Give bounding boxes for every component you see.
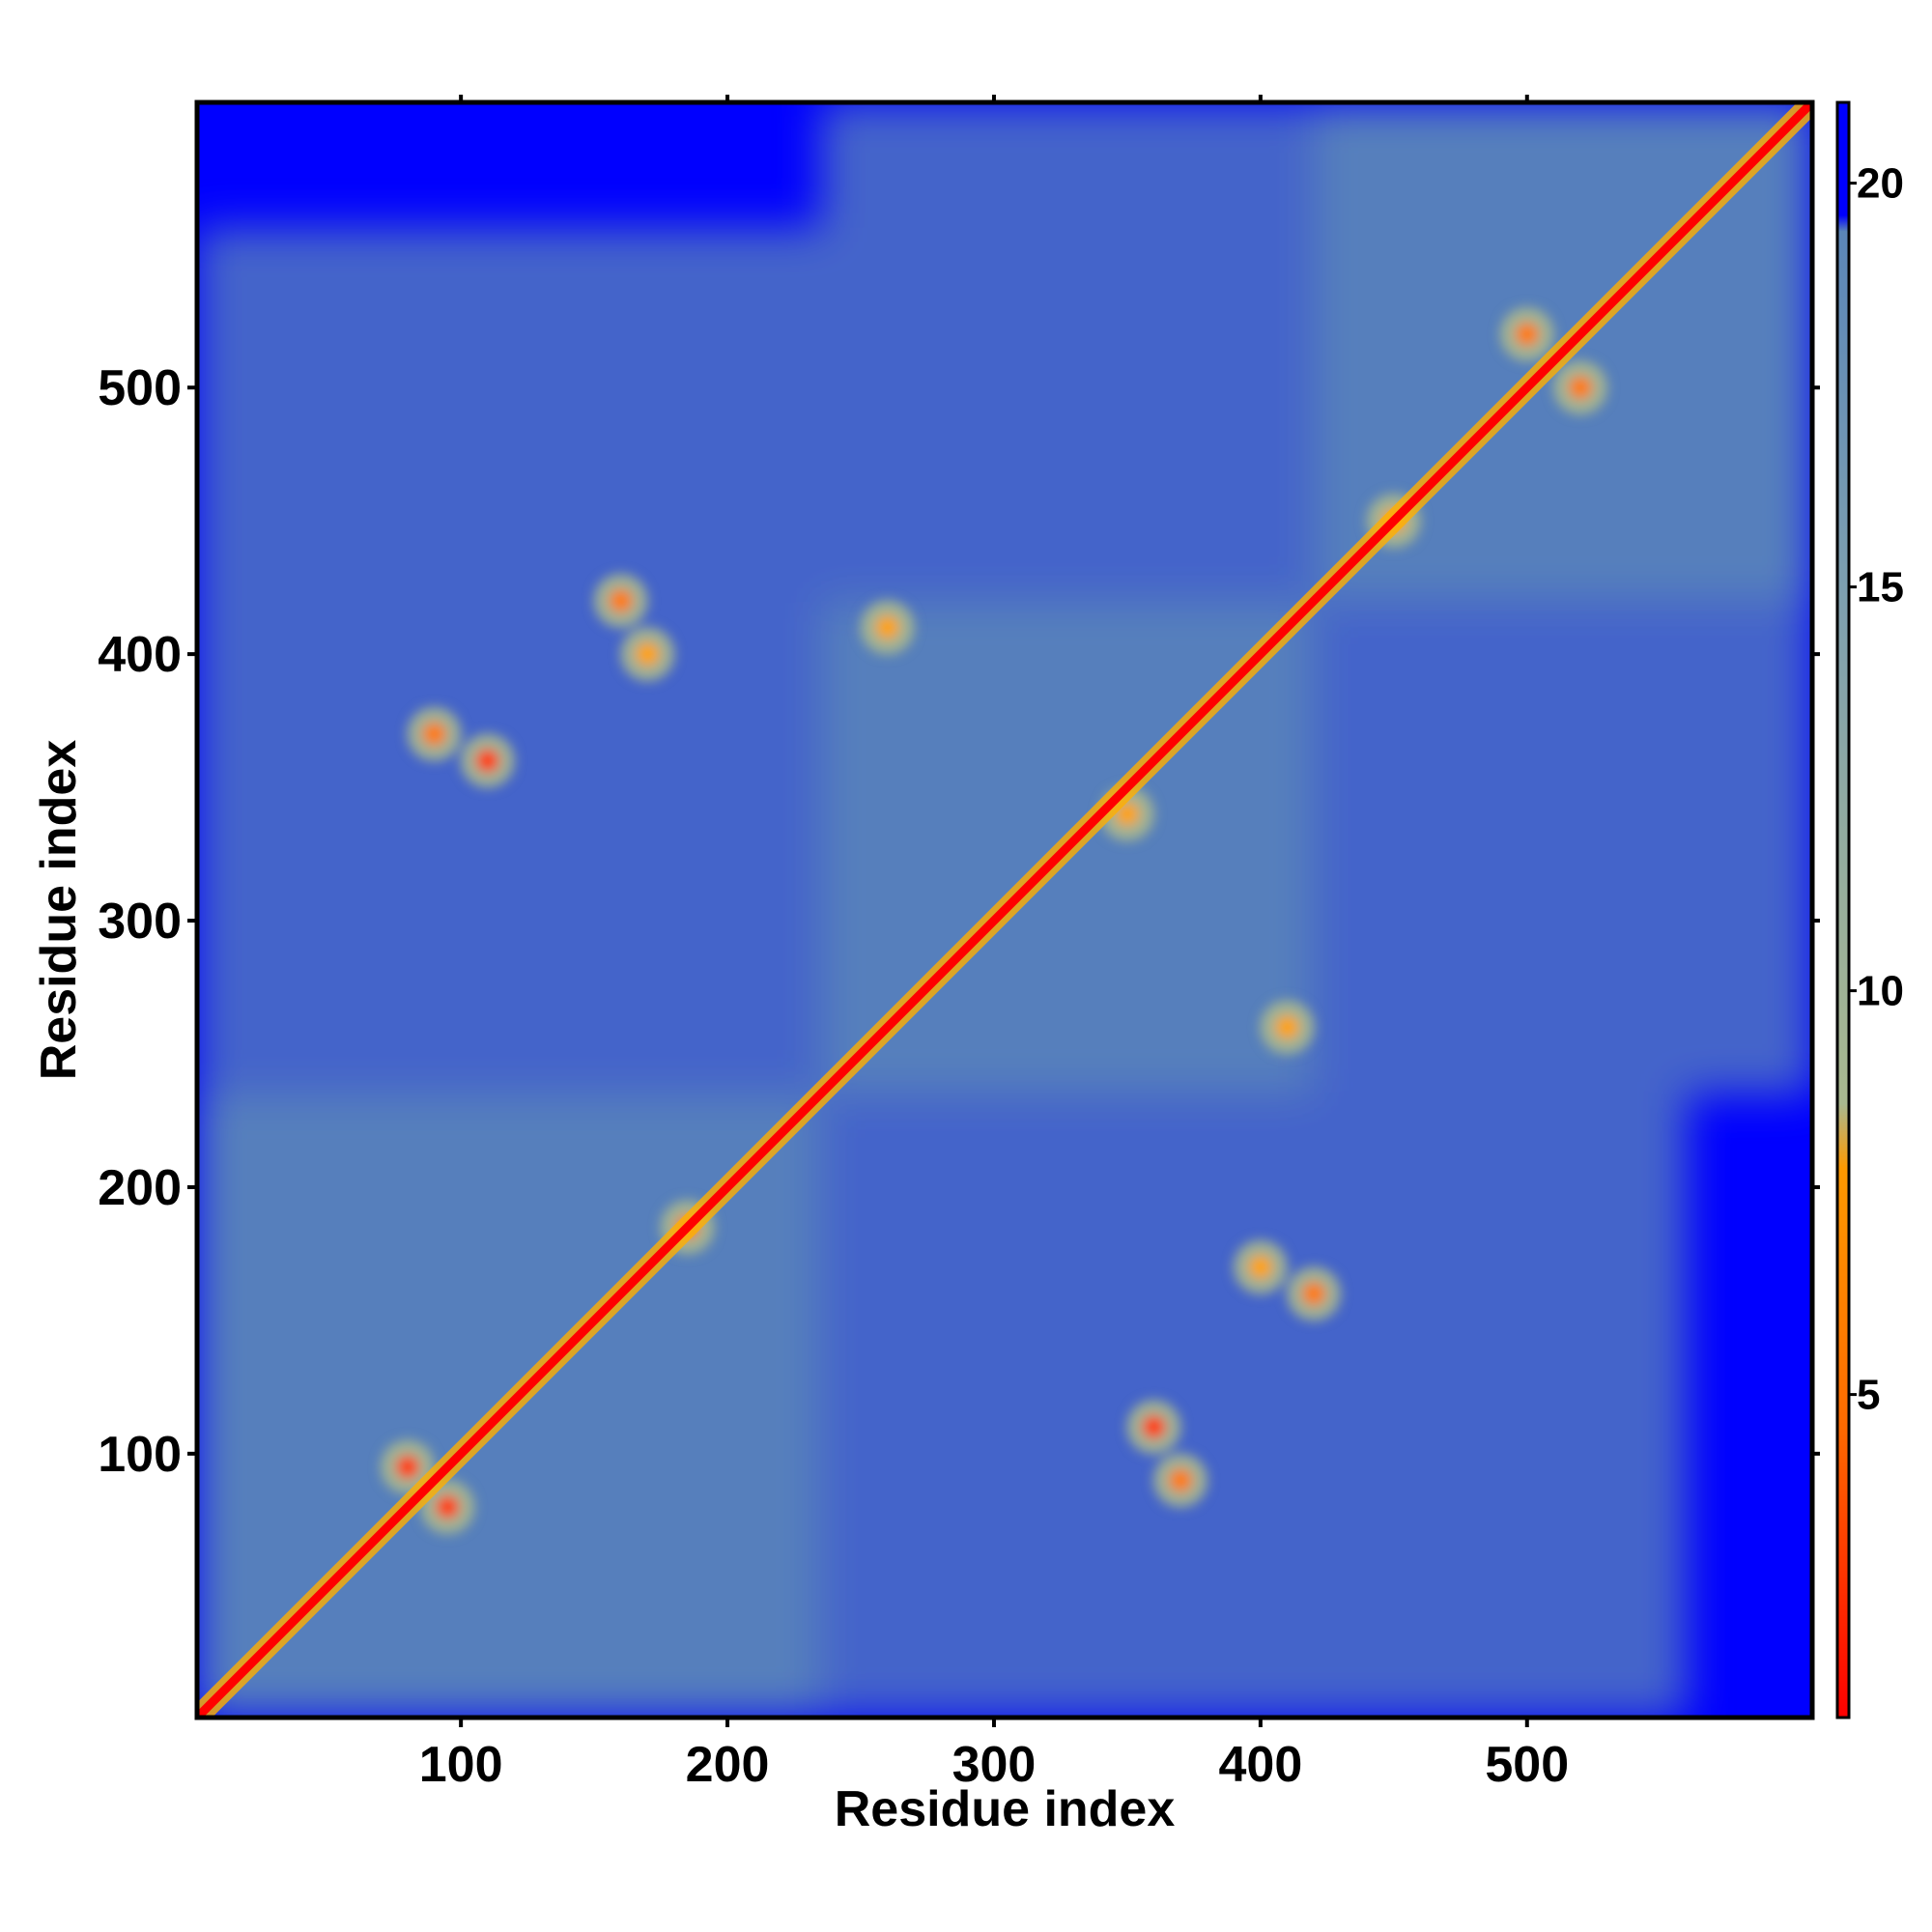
heatmap-contact-point bbox=[609, 588, 633, 612]
x-axis: 100 200 300 400 500 bbox=[419, 95, 1569, 1793]
heatmap-contact-point bbox=[1275, 1015, 1299, 1039]
heatmap-contact-point bbox=[422, 722, 446, 746]
x-tick-label: 400 bbox=[1218, 1737, 1302, 1793]
y-tick-label: 100 bbox=[98, 1427, 182, 1483]
heatmap-contact-point bbox=[1169, 1468, 1193, 1492]
colorbar-tick-label: 10 bbox=[1857, 968, 1904, 1015]
plot-area bbox=[194, 99, 1815, 1720]
y-axis: 100 200 300 400 500 bbox=[98, 360, 1820, 1483]
y-tick-label: 400 bbox=[98, 627, 182, 683]
heatmap-interdomain-region bbox=[1314, 1094, 1688, 1718]
y-tick-label: 500 bbox=[98, 360, 182, 416]
heatmap-contact-point bbox=[395, 1455, 419, 1479]
colorbar-tick-label: 20 bbox=[1857, 160, 1904, 208]
heatmap-contact-point bbox=[1142, 1415, 1166, 1439]
heatmap-contact-point bbox=[1248, 1255, 1272, 1279]
x-tick-label: 300 bbox=[952, 1737, 1037, 1793]
heatmap-contact-point bbox=[1568, 376, 1592, 400]
heatmap-interdomain-region bbox=[1314, 600, 1812, 1094]
y-axis-label: Residue index bbox=[31, 740, 87, 1081]
heatmap-interdomain-region bbox=[197, 227, 821, 601]
y-tick-label: 300 bbox=[98, 894, 182, 950]
heatmap-interdomain-region bbox=[820, 102, 1315, 601]
x-axis-label: Residue index bbox=[835, 1781, 1176, 1837]
heatmap-contact-point bbox=[1115, 802, 1139, 826]
colorbar-tick-label: 15 bbox=[1857, 564, 1904, 611]
heatmap-contact-point bbox=[875, 615, 899, 639]
x-tick-label: 200 bbox=[686, 1737, 770, 1793]
colorbar-tick-label: 5 bbox=[1857, 1372, 1880, 1419]
heatmap-contact-point bbox=[636, 642, 660, 667]
plot-frame bbox=[194, 99, 1815, 1720]
x-tick-label: 500 bbox=[1485, 1737, 1569, 1793]
x-tick-label: 100 bbox=[419, 1737, 503, 1793]
heatmap-contact-point bbox=[1515, 323, 1539, 347]
heatmap-contact-point bbox=[1302, 1282, 1326, 1306]
heatmap-contact-point bbox=[475, 749, 499, 773]
colorbar-gradient bbox=[1835, 100, 1851, 1719]
heatmap-interdomain-region bbox=[197, 600, 821, 1094]
colorbar: 5 10 15 20 bbox=[1835, 100, 1904, 1719]
heatmap-cells bbox=[197, 102, 1812, 1718]
y-tick-label: 200 bbox=[98, 1160, 182, 1216]
heatmap-interdomain-region bbox=[820, 1094, 1315, 1718]
heatmap-contact-point bbox=[436, 1495, 460, 1520]
heatmap-diagonal bbox=[197, 102, 1812, 1718]
colorbar-ticks: 5 10 15 20 bbox=[1849, 160, 1904, 1419]
